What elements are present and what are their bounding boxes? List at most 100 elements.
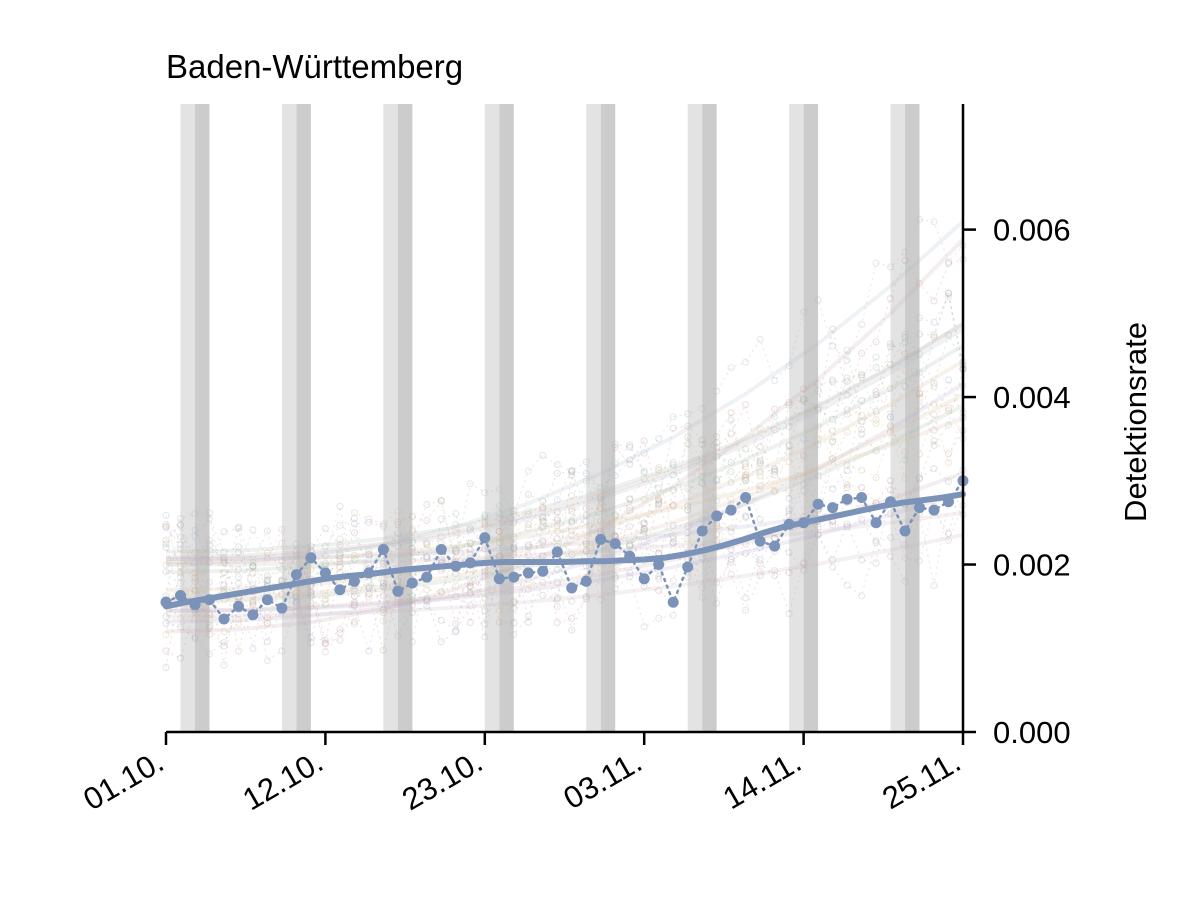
background-point (756, 335, 764, 344)
background-point (843, 391, 851, 399)
background-point (205, 610, 214, 618)
background-point (191, 569, 199, 577)
background-point (452, 509, 460, 518)
background-point (292, 600, 300, 608)
background-point (234, 620, 243, 628)
background-point (263, 656, 271, 665)
background-point (626, 441, 634, 449)
background-point (278, 525, 286, 534)
background-point (713, 521, 721, 530)
background-point (510, 510, 518, 519)
data-point (609, 538, 621, 550)
background-point (828, 455, 837, 463)
background-point (176, 521, 185, 530)
background-point (741, 445, 750, 453)
background-point (524, 541, 532, 549)
background-point (597, 495, 605, 503)
background-point (292, 547, 300, 555)
data-point (261, 594, 273, 606)
background-point (597, 493, 605, 501)
background-point (828, 376, 837, 384)
background-point (408, 538, 416, 546)
background-point (292, 593, 300, 601)
data-point (406, 577, 418, 589)
background-point (176, 614, 185, 623)
background-point (857, 373, 866, 381)
background-point (872, 364, 880, 372)
data-point (740, 492, 752, 503)
background-trend-line (165, 382, 965, 624)
background-point (510, 544, 518, 553)
background-point (336, 563, 344, 571)
background-point (553, 602, 561, 611)
background-point (452, 544, 460, 553)
background-point (162, 511, 170, 520)
background-point (292, 557, 300, 565)
background-point (741, 471, 750, 479)
background-point (437, 616, 445, 624)
background-point (872, 353, 880, 361)
background-point (713, 477, 721, 485)
data-point (725, 504, 737, 516)
background-point (234, 549, 243, 557)
background-point (727, 524, 735, 532)
background-point (495, 539, 503, 547)
background-point (205, 558, 214, 566)
background-point (452, 626, 460, 635)
weekend-band-sunday (600, 104, 616, 732)
background-point (205, 547, 214, 555)
background-point (379, 520, 387, 528)
background-point (640, 524, 648, 533)
data-point (421, 571, 433, 583)
background-point (234, 579, 243, 588)
background-point (872, 391, 880, 399)
data-point (551, 546, 563, 558)
background-point (857, 484, 866, 492)
background-point (770, 466, 779, 474)
background-point (510, 551, 518, 559)
background-point (582, 595, 590, 603)
background-point (321, 542, 329, 551)
background-point (292, 598, 300, 607)
background-point (524, 510, 532, 519)
background-point (698, 515, 706, 523)
background-point (756, 486, 764, 494)
background-point (669, 461, 677, 469)
background-point (582, 537, 590, 545)
background-point (886, 263, 895, 271)
background-point (582, 458, 590, 466)
background-point (785, 362, 793, 370)
background-point (437, 515, 445, 523)
background-point (582, 469, 590, 478)
background-point (553, 579, 561, 587)
background-point (944, 536, 953, 544)
data-point (508, 571, 520, 583)
weekend-band-saturday (890, 104, 906, 732)
background-point (785, 610, 793, 618)
data-point (319, 567, 331, 579)
background-point (814, 296, 822, 304)
background-point (481, 521, 489, 529)
data-point (711, 510, 723, 522)
background-point (481, 607, 489, 615)
background-point (655, 484, 663, 492)
background-point (162, 647, 170, 655)
background-point (785, 447, 793, 455)
background-point (611, 471, 619, 480)
background-point (205, 578, 214, 586)
background-point (176, 623, 185, 631)
background-point (423, 538, 431, 547)
background-point (886, 477, 895, 485)
background-point (872, 338, 880, 346)
background-point (437, 533, 445, 541)
data-point (943, 496, 954, 508)
background-point (162, 568, 170, 576)
background-point (205, 611, 214, 620)
background-point (640, 468, 648, 476)
background-point (452, 520, 460, 528)
background-point (713, 599, 721, 607)
background-point (249, 569, 257, 577)
background-point (408, 544, 416, 553)
background-point (408, 592, 416, 600)
background-point (553, 534, 561, 543)
